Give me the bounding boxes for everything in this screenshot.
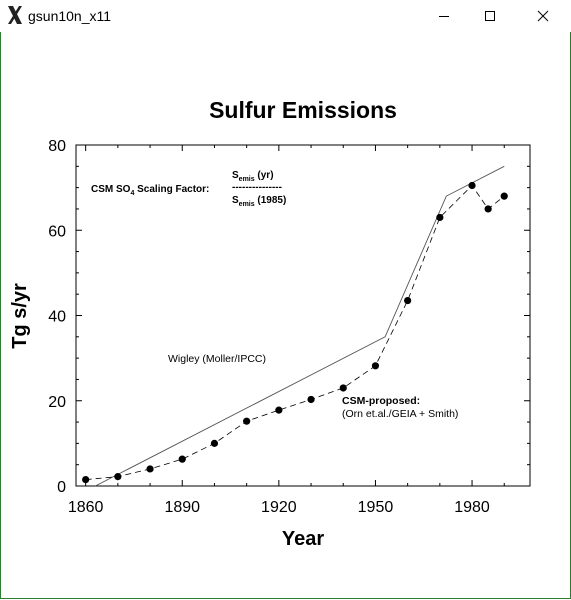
series-csm: [82, 181, 508, 484]
maximize-button[interactable]: [467, 0, 513, 32]
csm-point-1985: [484, 205, 492, 213]
scaling-numerator: Semis (yr): [232, 170, 274, 183]
series-wigley: [95, 165, 505, 487]
y-tick-label-20: 20: [48, 394, 66, 411]
x-tick-label-1920: 1920: [261, 499, 297, 516]
scaling-factor-label: CSM SO4 Scaling Factor:: [91, 184, 209, 197]
wigley-line: [95, 165, 505, 487]
num-tail: (yr): [255, 170, 274, 181]
csm-point-1880: [146, 465, 154, 473]
x-axis-label: Year: [282, 528, 324, 550]
x-tick-label-1860: 1860: [68, 499, 104, 516]
minimize-icon: [439, 16, 449, 17]
num-sub: emis: [239, 176, 255, 183]
num-main: S: [232, 170, 239, 181]
csm-point-1950: [371, 362, 380, 370]
csm-point-1960: [404, 296, 412, 305]
chart-title: Sulfur Emissions: [209, 97, 397, 123]
x11-logo-icon: [8, 6, 22, 24]
csm-point-1920: [275, 406, 283, 414]
close-icon: [537, 10, 549, 22]
x-tick-label-1890: 1890: [164, 499, 200, 516]
csm-point-1970: [436, 213, 444, 222]
den-main: S: [232, 195, 239, 206]
y-tick-label-80: 80: [48, 138, 66, 155]
csm-point-1940: [339, 384, 347, 392]
chart-canvas: Sulfur Emissions 1860 1890 1920 1950 1980 0 2…: [9, 97, 531, 550]
den-tail: (1985): [255, 195, 287, 206]
y-tick-label-60: 60: [48, 223, 66, 240]
plot-frame: [75, 144, 531, 487]
title-bar[interactable]: gsun10n_x11: [0, 0, 571, 32]
y-tick-label-0: 0: [57, 479, 66, 496]
csm-point-1930: [307, 395, 315, 404]
series-label-wigley: Wigley (Moller/IPCC): [168, 353, 266, 365]
maximize-icon: [485, 11, 495, 21]
csm-point-1990: [500, 192, 508, 200]
x-axis: 1860 1890 1920 1950 1980: [68, 145, 505, 516]
series-label-csm-source: (Orn et.al./GEIA + Smith): [342, 408, 458, 420]
csm-point-1910: [243, 417, 251, 425]
y-axis: 0 20 40 60 80: [48, 138, 530, 496]
scaling-denominator: Semis (1985): [232, 195, 286, 208]
scaling-label-sub: 4: [130, 190, 134, 197]
y-axis-label: Tg s/yr: [9, 283, 31, 349]
csm-point-1870: [114, 473, 122, 481]
series-label-csm: CSM-proposed:: [342, 395, 420, 407]
csm-point-1890: [178, 455, 186, 463]
csm-point-1860: [82, 476, 90, 484]
minimize-button[interactable]: [421, 0, 467, 32]
close-button[interactable]: [520, 0, 566, 32]
scaling-dashes: ---------------: [232, 182, 282, 193]
x-tick-label-1980: 1980: [454, 499, 490, 516]
y-tick-label-40: 40: [48, 309, 66, 326]
x-tick-label-1950: 1950: [358, 499, 394, 516]
csm-point-1980: [468, 181, 476, 190]
window-title: gsun10n_x11: [28, 8, 112, 24]
scaling-label-main: CSM SO: [91, 184, 131, 195]
scaling-label-suffix: Scaling Factor:: [134, 184, 209, 195]
den-sub: emis: [239, 201, 255, 208]
csm-line: [85, 184, 505, 481]
csm-point-1900: [210, 439, 219, 447]
